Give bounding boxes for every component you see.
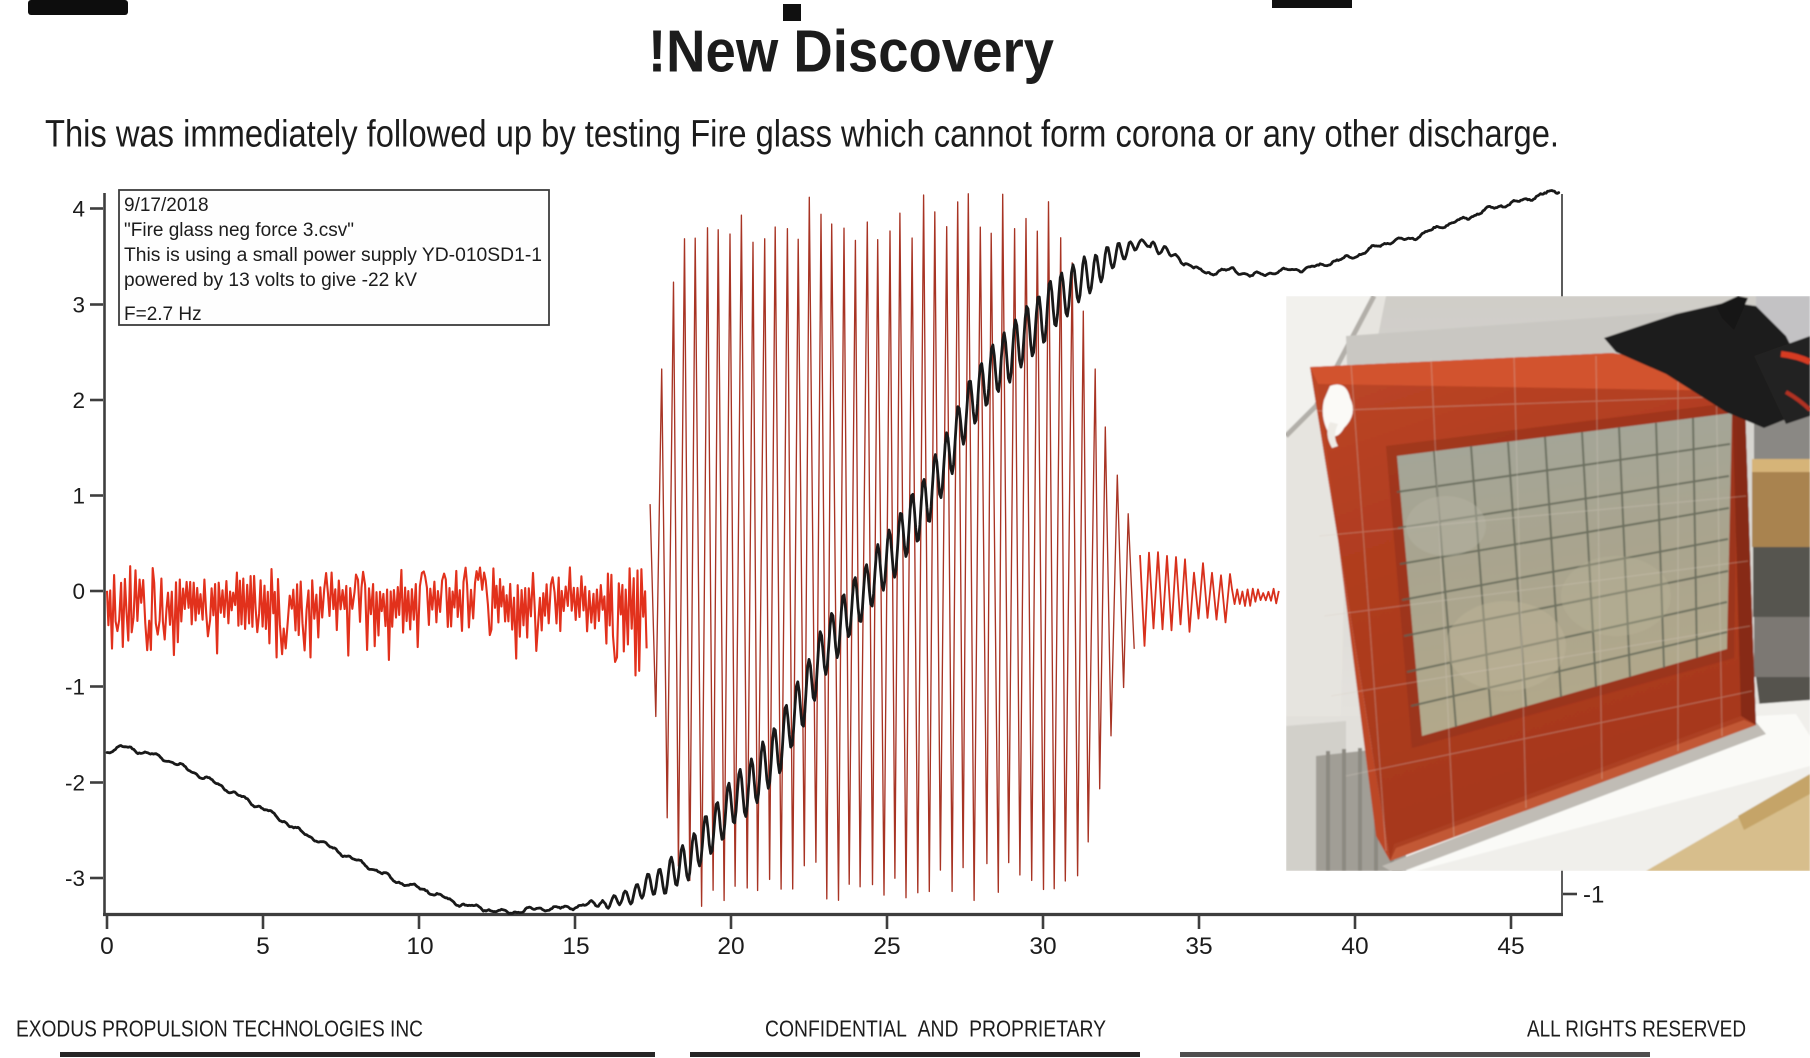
- svg-text:45: 45: [1497, 933, 1524, 960]
- svg-text:25: 25: [873, 933, 900, 960]
- svg-text:F=2.7 Hz: F=2.7 Hz: [124, 304, 202, 325]
- svg-text:CONFIDENTIAL AND PROPRIETARY: CONFIDENTIAL AND PROPRIETARY: [765, 1016, 1106, 1042]
- svg-text:ALL RIGHTS RESERVED: ALL RIGHTS RESERVED: [1527, 1016, 1746, 1042]
- svg-text:powered by 13 volts to give -2: powered by 13 volts to give -22 kV: [124, 270, 417, 291]
- svg-text:10: 10: [406, 933, 433, 960]
- svg-text:3: 3: [72, 293, 85, 318]
- svg-text:-3: -3: [65, 866, 85, 891]
- svg-text:40: 40: [1341, 933, 1368, 960]
- svg-text:2: 2: [72, 388, 85, 413]
- svg-text:35: 35: [1185, 933, 1212, 960]
- svg-text:30: 30: [1029, 933, 1056, 960]
- svg-text:EXODUS PROPULSION TECHNOLOGIES: EXODUS PROPULSION TECHNOLOGIES INC: [16, 1016, 423, 1042]
- svg-text:15: 15: [562, 933, 589, 960]
- svg-text:-2: -2: [65, 771, 85, 796]
- svg-text:This is using a small power su: This is using a small power supply YD-01…: [124, 245, 542, 266]
- svg-text:-1: -1: [65, 675, 85, 700]
- svg-text:-1: -1: [1583, 882, 1604, 909]
- svg-text:9/17/2018: 9/17/2018: [124, 195, 209, 216]
- svg-text:1: 1: [72, 484, 85, 509]
- svg-text:This was immediately followed: This was immediately followed up by test…: [45, 114, 1559, 156]
- svg-text:!New Discovery: !New Discovery: [648, 18, 1054, 85]
- svg-text:"Fire glass neg force 3.csv": "Fire glass neg force 3.csv": [124, 220, 354, 241]
- svg-text:4: 4: [72, 197, 85, 222]
- svg-text:0: 0: [72, 579, 85, 604]
- svg-text:0: 0: [100, 933, 114, 960]
- svg-text:20: 20: [717, 933, 744, 960]
- svg-text:5: 5: [256, 933, 270, 960]
